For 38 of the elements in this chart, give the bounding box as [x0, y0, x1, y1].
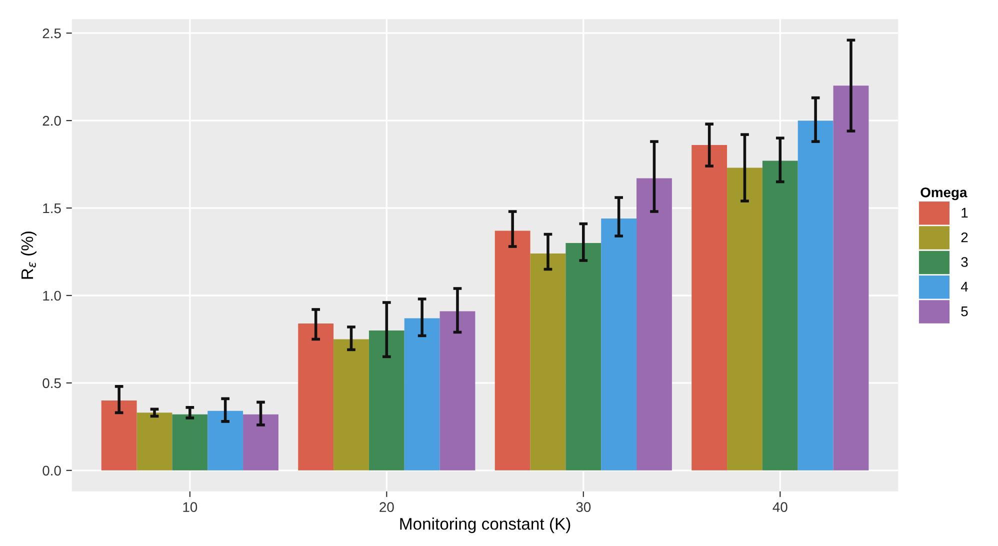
bar	[243, 414, 278, 470]
legend-label: 2	[961, 232, 968, 242]
bar	[798, 120, 834, 470]
bar	[494, 230, 530, 470]
legend-label: 4	[960, 282, 968, 292]
x-tick-label: 40	[772, 502, 788, 512]
x-tick-label: 30	[576, 502, 591, 512]
bar	[762, 160, 798, 470]
bar	[440, 311, 476, 470]
legend-label: 1	[962, 208, 968, 218]
y-tick-label: 2.0	[42, 116, 61, 126]
y-tick-label: 0.5	[42, 378, 61, 388]
bar	[404, 318, 440, 470]
y-tick-label: 2.5	[42, 28, 61, 38]
bar	[636, 178, 672, 470]
bar	[208, 410, 244, 470]
legend-label: 5	[961, 306, 968, 316]
legend-label: 3	[961, 257, 968, 267]
bar	[172, 414, 208, 470]
bar	[334, 339, 369, 470]
y-tick-label: 1.0	[43, 290, 61, 301]
bar	[368, 330, 404, 470]
x-axis-title: Monitoring constant (K)	[400, 518, 570, 534]
bar	[727, 168, 762, 470]
legend-title: Omega	[920, 187, 968, 200]
bar	[833, 86, 869, 470]
x-tick-label: 20	[380, 502, 394, 512]
bar	[136, 412, 172, 470]
bar	[530, 254, 566, 470]
bar	[101, 400, 137, 470]
x-tick-label: 10	[183, 502, 198, 512]
bar	[692, 145, 728, 470]
bar	[601, 218, 637, 470]
y-tick-label: 0.0	[42, 466, 61, 476]
bar	[566, 243, 602, 470]
bar	[298, 323, 334, 470]
y-axis-title: R$_{ε}$ (%)	[20, 232, 36, 279]
y-tick-label: 1.5	[43, 204, 61, 214]
